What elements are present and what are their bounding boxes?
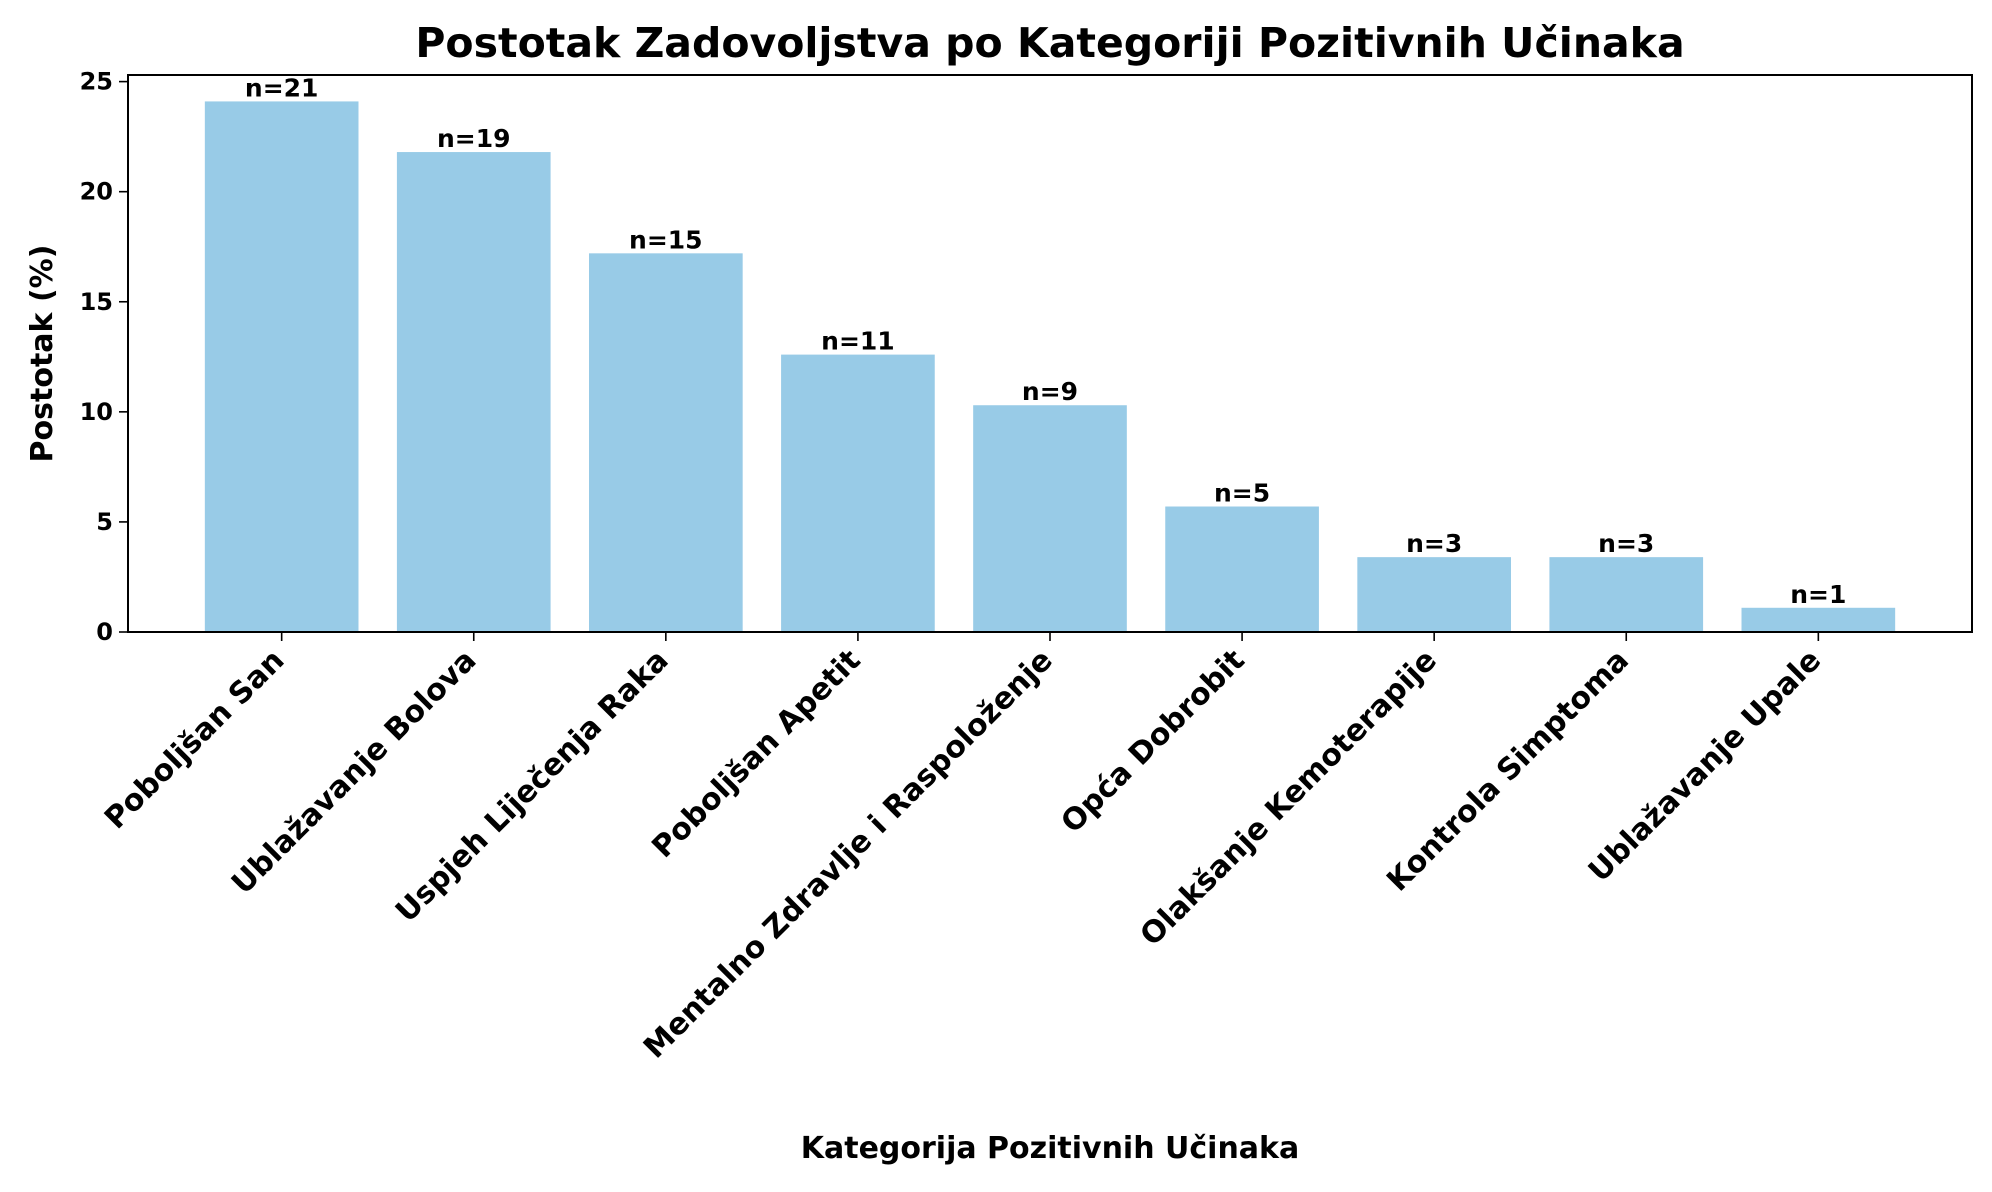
y-axis-title: Postotak (%) [25,245,60,463]
bar-data-label-7: n=3 [1598,529,1654,558]
bar-data-label-6: n=3 [1406,529,1462,558]
bar-2 [589,253,743,632]
y-tick-label-5: 25 [80,68,113,96]
x-tick-label-3: Poboljšan Apetit [645,643,867,865]
bar-7 [1549,557,1704,632]
y-tick-label-4: 20 [80,178,113,206]
y-tick-label-1: 5 [96,508,113,536]
x-tick-label-4: Mentalno Zdravlje i Raspoloženje [637,643,1060,1066]
bar-data-label-8: n=1 [1790,580,1846,609]
plot-frame [127,74,1973,633]
bar-data-label-3: n=11 [821,327,895,356]
x-tick-label-0: Poboljšan San [98,643,291,836]
bar-data-label-2: n=15 [629,225,703,254]
x-tick-label-5: Opća Dobrobit [1054,643,1251,840]
bar-data-label-1: n=19 [437,124,511,153]
bar-3 [781,354,935,632]
bar-data-label-4: n=9 [1022,377,1078,406]
bar-data-label-0: n=21 [245,73,319,102]
bar-6 [1357,557,1511,632]
y-tick-label-2: 10 [80,398,113,426]
bar-5 [1165,506,1319,632]
y-tick-label-3: 15 [80,288,113,316]
bar-data-label-5: n=5 [1214,479,1270,508]
bars-group [204,101,1896,633]
bar-8 [1741,607,1896,632]
y-tick-label-0: 0 [96,618,113,646]
bar-4 [973,405,1127,632]
bar-0 [204,101,359,633]
data-labels-group: n=21 n=19 n=15 n=11 n=9 n=5 n=3 n=3 n=1 [245,73,1847,608]
x-axis-title: Kategorija Pozitivnih Učinaka [801,1131,1300,1166]
y-axis: 0 5 10 15 20 25 [80,68,128,646]
bar-1 [396,152,551,632]
chart-title: Postotak Zadovoljstva po Kategoriji Pozi… [415,19,1684,67]
